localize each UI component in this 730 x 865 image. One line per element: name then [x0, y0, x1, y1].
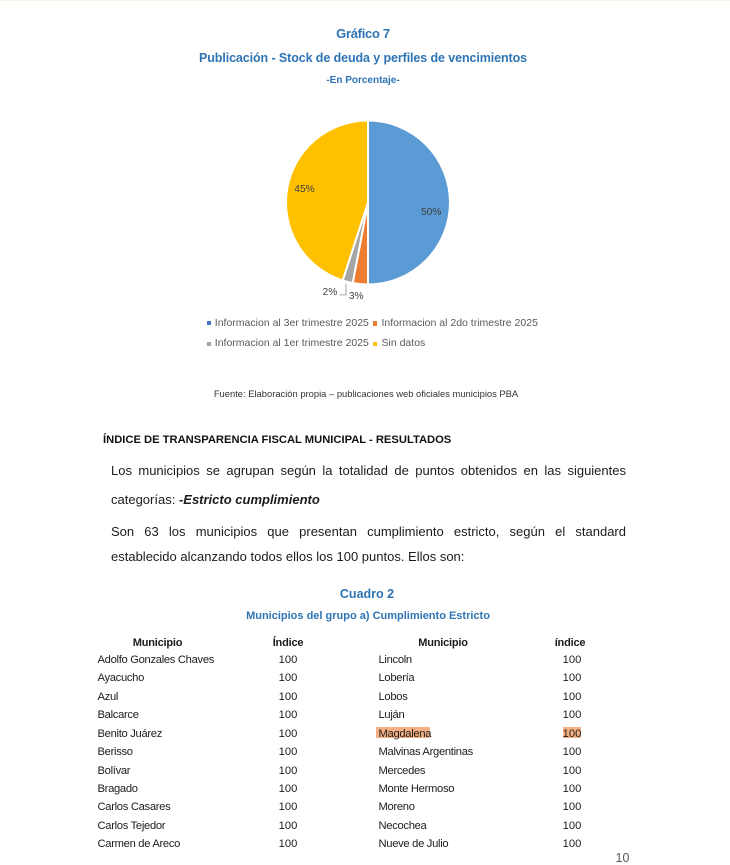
svg-text:2%: 2% — [323, 287, 338, 298]
svg-text:50%: 50% — [421, 207, 441, 218]
svg-text:45%: 45% — [294, 184, 314, 195]
svg-text:3%: 3% — [349, 291, 364, 302]
